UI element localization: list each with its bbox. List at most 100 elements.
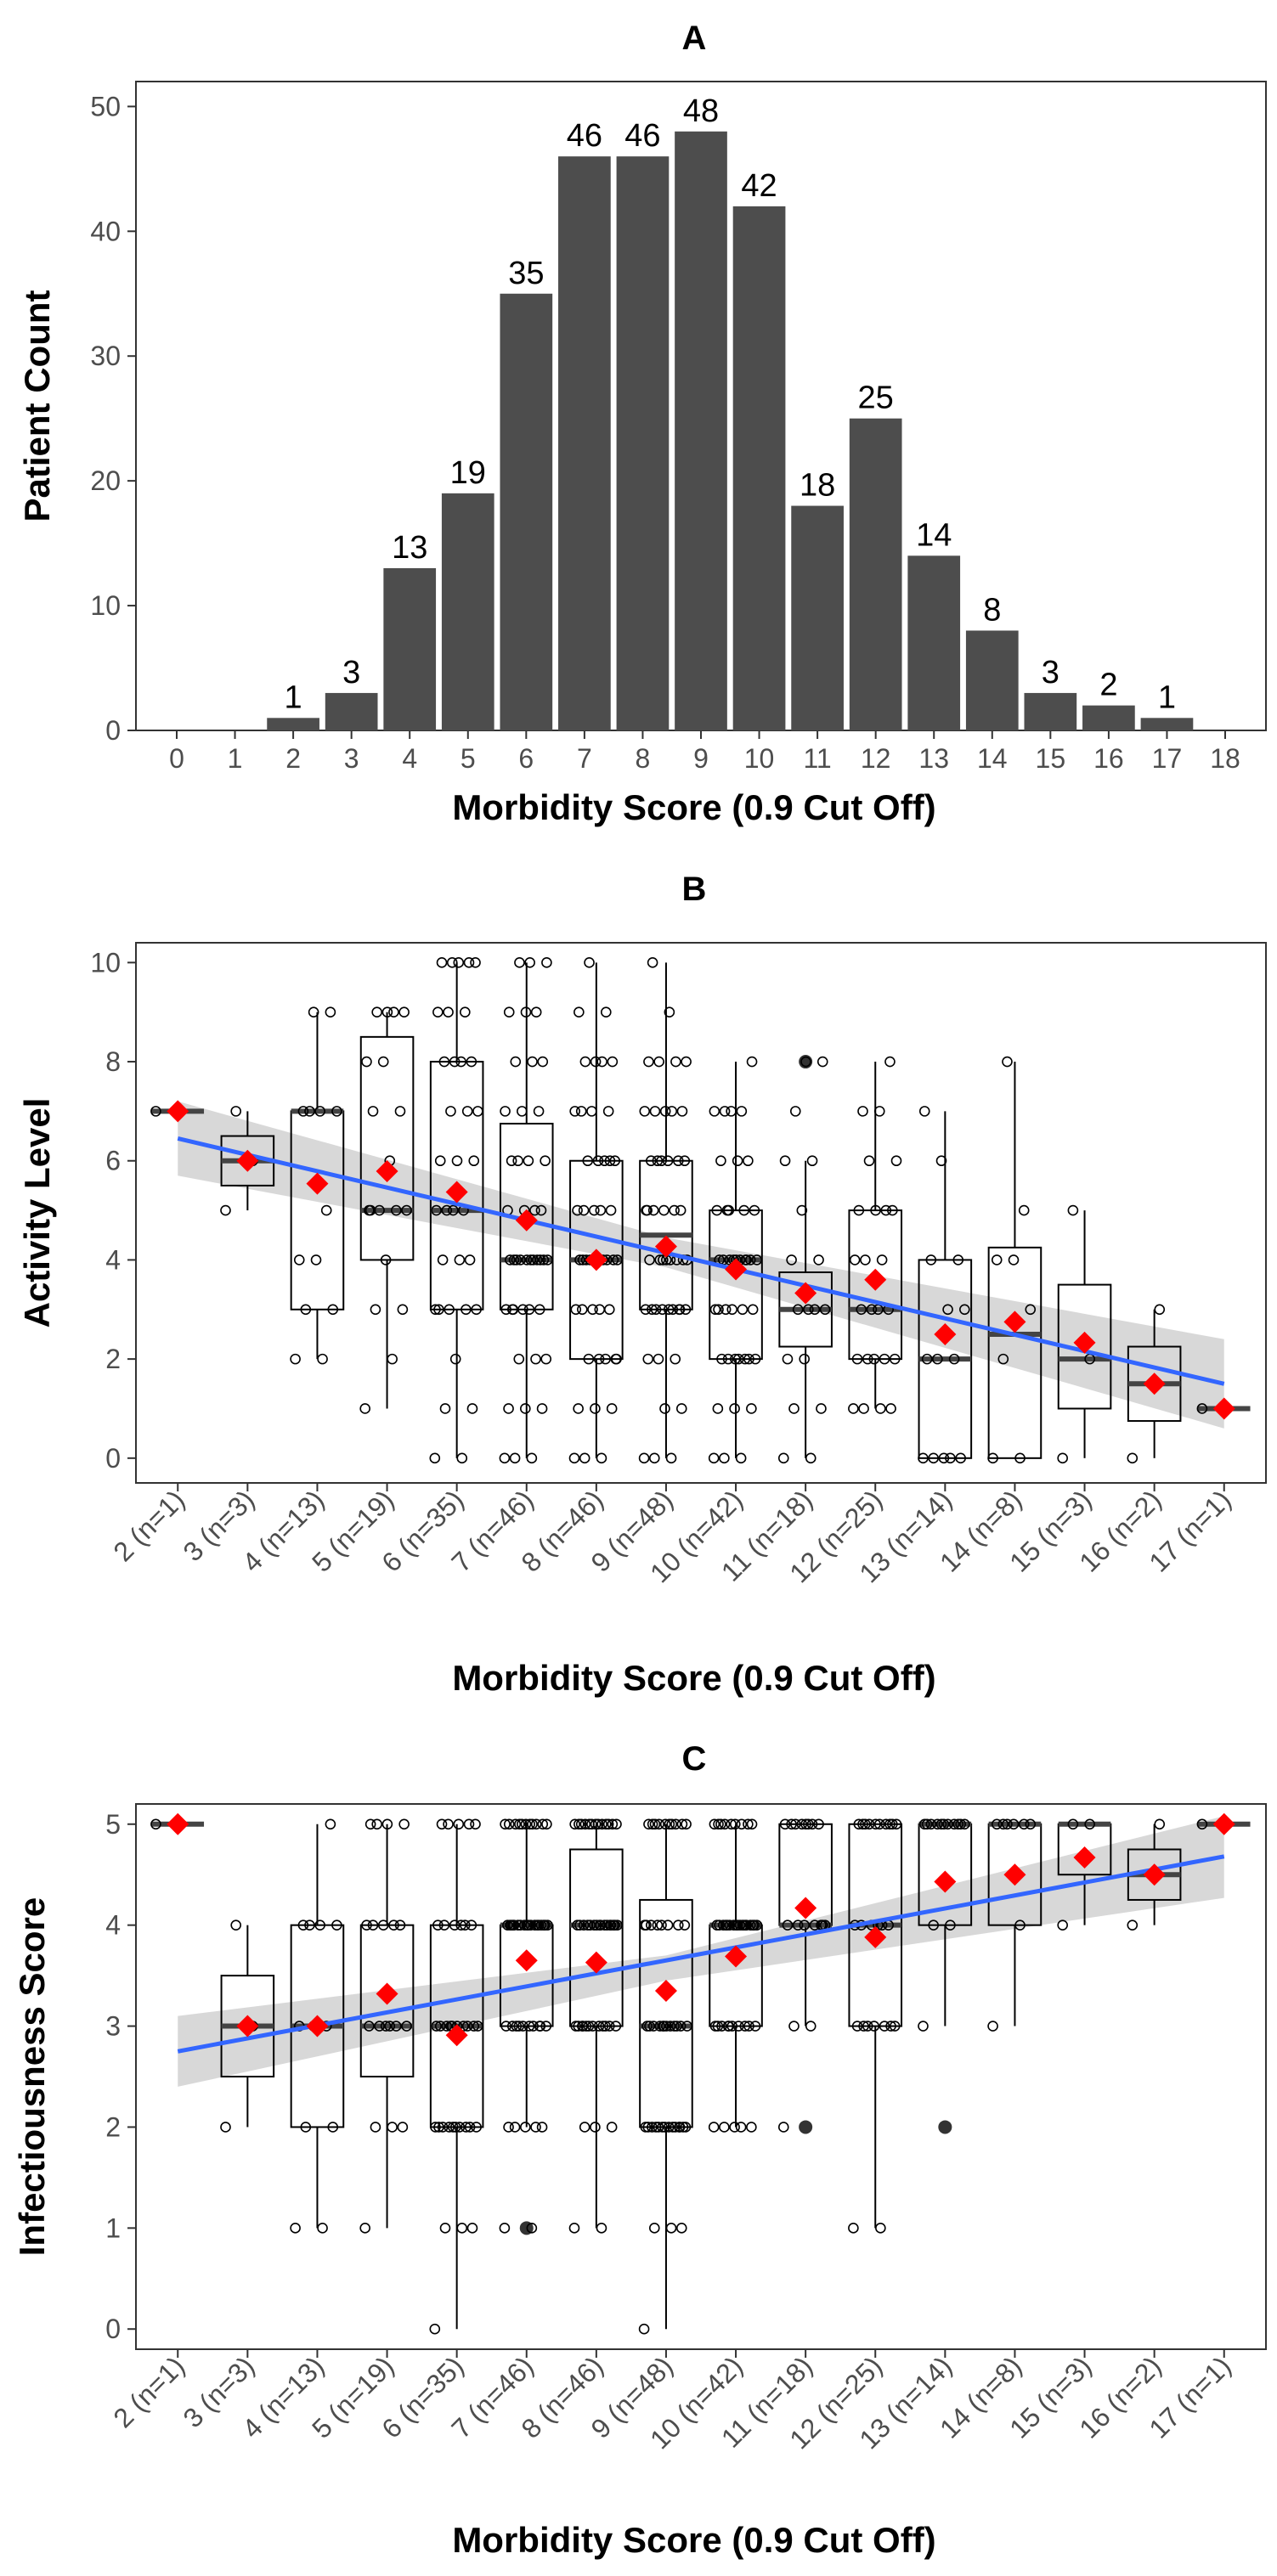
data-point: [640, 2122, 652, 2133]
data-point: [779, 1155, 791, 1167]
data-point: [868, 2021, 880, 2032]
data-point: [607, 1254, 619, 1265]
box-body: [848, 1209, 903, 1361]
panel-a-x-axis-title: Morbidity Score (0.9 Cut Off): [452, 787, 935, 827]
bar-9: [675, 131, 727, 730]
data-point: [716, 1353, 727, 1365]
data-point: [310, 1254, 322, 1265]
data-point: [507, 1304, 519, 1316]
data-point: [792, 1304, 804, 1316]
data-point: [751, 1254, 763, 1265]
data-point: [670, 1818, 681, 1830]
data-point: [792, 1919, 804, 1931]
data-point: [638, 1452, 650, 1464]
data-point: [540, 2021, 552, 2032]
data-point: [575, 1106, 587, 1117]
data-point: [398, 1006, 410, 1017]
data-point: [708, 1452, 720, 1464]
data-point: [647, 1204, 659, 1216]
bar-2: [267, 718, 319, 730]
data-point: [1196, 1818, 1208, 1830]
data-point: [713, 1304, 724, 1316]
data-point: [448, 1204, 459, 1216]
data-point: [747, 1304, 759, 1316]
mean-marker: [585, 1249, 607, 1271]
data-point: [444, 2122, 455, 2133]
data-point: [317, 1353, 328, 1365]
data-point: [713, 1818, 724, 1830]
bar-7: [558, 156, 611, 731]
data-point: [523, 1919, 534, 1931]
data-point: [320, 1204, 332, 1216]
data-point: [879, 1353, 890, 1365]
x-tick-label: 3: [344, 743, 359, 774]
data-point: [749, 1204, 760, 1216]
data-point: [453, 957, 465, 968]
data-point: [331, 1106, 342, 1117]
data-point: [453, 1818, 465, 1830]
data-point: [533, 1106, 545, 1117]
data-point: [367, 1919, 379, 1931]
x-tick-label: 18: [1210, 743, 1240, 774]
mean-marker: [515, 1209, 538, 1232]
data-point: [666, 1106, 678, 1117]
data-point: [729, 1353, 741, 1365]
data-point: [374, 2021, 385, 2032]
x-tick-label: 5: [461, 743, 476, 774]
data-point: [472, 1106, 483, 1117]
data-point: [580, 2021, 592, 2032]
data-point: [665, 2223, 677, 2234]
bar-10: [732, 206, 786, 730]
data-point: [656, 1919, 667, 1931]
bar-label-6: 35: [508, 256, 544, 291]
data-point: [952, 1254, 964, 1265]
data-point: [570, 1304, 582, 1316]
data-point: [387, 2122, 398, 2133]
data-point: [511, 2021, 523, 2032]
data-point: [528, 2021, 539, 2032]
data-point: [520, 1818, 532, 1830]
mean-marker: [1212, 1812, 1235, 1835]
y-tick-label: 0: [105, 715, 121, 746]
data-point: [439, 1403, 451, 1414]
data-point: [806, 1818, 818, 1830]
data-point: [438, 1056, 450, 1068]
data-point: [744, 1254, 756, 1265]
data-point: [740, 1919, 751, 1931]
data-point: [611, 1818, 622, 1830]
data-point: [443, 1006, 454, 1017]
data-point: [593, 2021, 605, 2032]
data-point: [796, 1204, 808, 1216]
data-point: [536, 1403, 548, 1414]
data-point: [460, 1919, 471, 1931]
data-point: [590, 1403, 601, 1414]
data-point: [1014, 1919, 1026, 1931]
data-point: [325, 1818, 336, 1830]
data-point: [743, 1353, 754, 1365]
data-point: [523, 2021, 535, 2032]
data-point: [370, 2122, 381, 2133]
data-point: [681, 1818, 692, 1830]
data-point: [959, 1304, 970, 1316]
mean-marker: [794, 1282, 817, 1305]
data-point: [304, 1919, 315, 1931]
data-point: [849, 1254, 861, 1265]
data-point: [918, 1818, 930, 1830]
data-point: [851, 1353, 863, 1365]
data-point: [509, 1452, 521, 1464]
data-point: [813, 1254, 824, 1265]
data-point: [500, 1304, 511, 1316]
data-point: [679, 1155, 691, 1167]
data-point: [997, 1818, 1009, 1830]
data-point: [537, 1818, 549, 1830]
data-point: [359, 2223, 370, 2234]
data-point: [719, 1106, 731, 1117]
data-point: [572, 1204, 583, 1216]
data-point: [523, 1155, 534, 1167]
x-tick-label: 15: [1036, 743, 1066, 774]
data-point: [380, 1254, 392, 1265]
data-point: [662, 1919, 674, 1931]
data-point: [1057, 1919, 1068, 1931]
mean-marker: [445, 2024, 468, 2047]
data-point: [449, 1056, 461, 1068]
